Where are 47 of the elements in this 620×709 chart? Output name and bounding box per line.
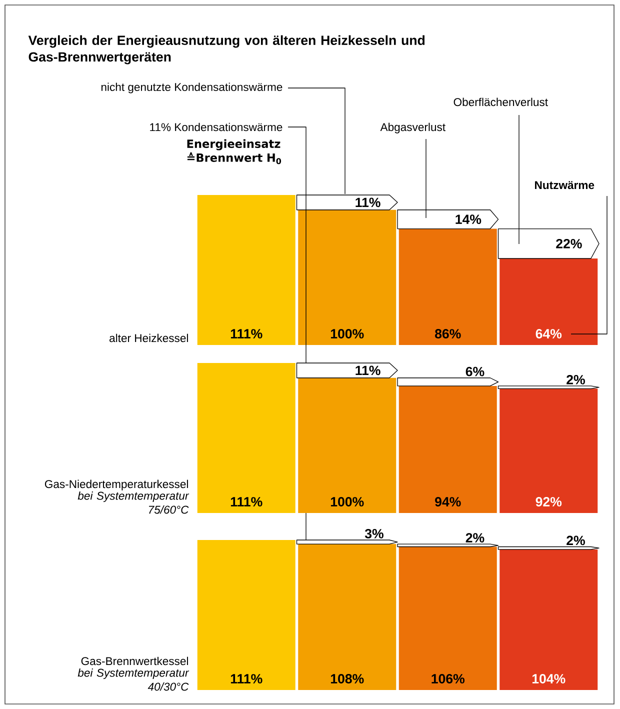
text: bei Systemtemperatur 40/30°C	[78, 668, 190, 691]
data-label: 100%	[330, 497, 364, 506]
bar	[197, 194, 296, 345]
data-label: 11%	[356, 366, 380, 376]
text: Abgasverlust	[380, 122, 446, 134]
data-label: 92%	[536, 497, 562, 506]
data-label: 22%	[556, 238, 582, 248]
bar	[298, 544, 396, 690]
data-label: 11%	[356, 198, 380, 208]
data-label: 2%	[566, 375, 585, 384]
data-label: 100%	[330, 329, 364, 338]
text: bei Systemtemperatur 75/60°C	[78, 491, 190, 514]
x-axis-title: alter Heizkessel	[110, 334, 188, 342]
data-label: 3%	[364, 528, 384, 538]
data-label: 111%	[230, 329, 262, 338]
bar	[298, 378, 396, 513]
data-label: 86%	[435, 329, 461, 338]
x-axis-title: Gas-Niedertemperaturkessel	[44, 480, 188, 490]
bar	[498, 386, 600, 390]
text: nicht genutzte Kondensationswärme	[101, 82, 282, 94]
data-label: 2%	[566, 536, 585, 546]
data-label: 6%	[466, 366, 484, 376]
bar	[398, 546, 497, 690]
data-label: 14%	[456, 214, 482, 224]
bar	[500, 258, 598, 345]
bar	[397, 378, 499, 386]
data-label: 64%	[536, 329, 562, 338]
text: Energieeinsatz ≙Brennwert H$_{0}$	[187, 139, 282, 164]
data-label: 108%	[330, 674, 364, 684]
data-label: 2%	[466, 533, 484, 542]
bar	[197, 540, 296, 690]
bar	[500, 549, 598, 690]
text: 11% Kondensationswärme	[150, 122, 282, 132]
data-label: 94%	[435, 497, 461, 506]
bar	[500, 388, 598, 513]
data-label: 111%	[230, 674, 262, 684]
bar	[298, 210, 396, 345]
data-label: 111%	[230, 497, 262, 506]
bar	[398, 386, 497, 513]
text: Nutzwärme	[535, 181, 594, 190]
x-axis-title: Gas-Brennwertkessel	[81, 656, 188, 666]
data-label: 106%	[432, 674, 465, 684]
data-label: 104%	[532, 674, 566, 684]
bar	[398, 228, 497, 345]
bar	[197, 362, 296, 513]
chart-title: Vergleich der Energieausnutzung von älteren Heizkesseln und Gas-Brennwertgeräten	[28, 35, 425, 64]
text: Oberflächenverlust	[454, 98, 548, 106]
